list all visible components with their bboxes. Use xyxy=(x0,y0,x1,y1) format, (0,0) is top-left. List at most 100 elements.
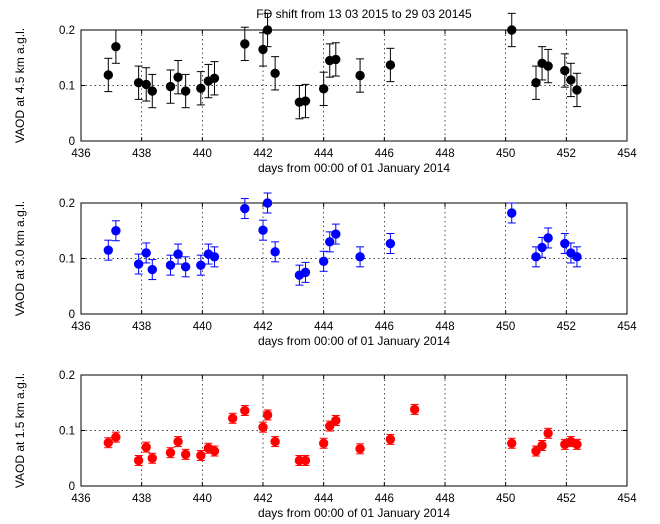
y-tick-label: 0.2 xyxy=(59,370,75,382)
x-tick-label: 450 xyxy=(496,321,515,333)
x-tick-label: 442 xyxy=(253,493,272,505)
x-tick-label: 446 xyxy=(375,148,394,160)
data-point xyxy=(331,54,341,65)
x-tick-label: 454 xyxy=(617,148,637,160)
data-point xyxy=(531,446,541,456)
data-point xyxy=(111,41,121,52)
data-point xyxy=(560,65,570,76)
x-tick-label: 450 xyxy=(496,148,515,160)
data-point xyxy=(133,455,144,466)
y-axis-label: VAOD at 1.5 km a.g.l. xyxy=(13,373,27,488)
data-point xyxy=(572,439,582,450)
data-point xyxy=(270,68,280,78)
y-tick-label: 0 xyxy=(69,136,75,148)
chart-title: FD shift from 13 03 2015 to 29 03 20145 xyxy=(256,7,472,21)
x-tick-label: 452 xyxy=(557,321,576,333)
data-point xyxy=(147,86,157,96)
data-point xyxy=(531,252,541,262)
data-point xyxy=(180,86,191,96)
x-tick-label: 440 xyxy=(193,493,212,505)
data-point xyxy=(141,248,151,258)
x-tick-label: 438 xyxy=(132,148,151,160)
x-tick-label: 452 xyxy=(557,148,576,160)
data-point xyxy=(507,208,517,218)
data-point xyxy=(196,260,206,270)
data-point xyxy=(325,237,335,247)
x-tick-label: 454 xyxy=(617,493,637,505)
x-axis-label: days from 00:00 of 01 January 2014 xyxy=(258,334,450,348)
data-point xyxy=(300,267,311,278)
data-point xyxy=(318,84,329,94)
x-tick-label: 436 xyxy=(71,148,90,160)
data-point xyxy=(560,238,570,249)
data-point xyxy=(262,410,273,420)
x-tick-label: 454 xyxy=(617,321,637,333)
x-tick-label: 442 xyxy=(253,148,272,160)
data-point xyxy=(103,70,114,80)
data-point xyxy=(103,438,114,448)
data-point xyxy=(543,61,553,71)
data-point xyxy=(409,404,420,415)
x-tick-label: 444 xyxy=(314,321,334,333)
y-tick-label: 0.1 xyxy=(59,426,75,438)
data-point xyxy=(209,446,220,456)
data-point xyxy=(543,428,553,438)
data-point xyxy=(355,444,365,454)
data-point xyxy=(270,436,280,447)
data-point xyxy=(165,260,176,270)
y-tick-label: 0 xyxy=(69,309,75,321)
data-point xyxy=(111,432,121,442)
x-tick-label: 444 xyxy=(314,148,334,160)
data-point xyxy=(543,233,553,243)
data-point xyxy=(240,39,250,49)
x-axis-label: days from 00:00 of 01 January 2014 xyxy=(258,161,450,175)
data-point xyxy=(111,226,121,236)
data-point xyxy=(507,25,517,35)
y-tick-label: 0.2 xyxy=(59,198,75,210)
data-point xyxy=(147,264,157,275)
data-point xyxy=(165,81,176,92)
data-point xyxy=(103,245,114,255)
data-point xyxy=(141,442,151,452)
data-point xyxy=(572,85,582,95)
data-point xyxy=(537,242,547,253)
x-tick-label: 438 xyxy=(132,321,151,333)
x-tick-label: 440 xyxy=(193,321,212,333)
x-tick-label: 446 xyxy=(375,321,394,333)
data-point xyxy=(133,259,144,269)
data-point xyxy=(385,238,396,249)
data-point xyxy=(209,73,220,83)
data-point xyxy=(258,422,268,432)
data-point xyxy=(180,262,191,272)
x-tick-label: 452 xyxy=(557,493,576,505)
y-tick-label: 0.1 xyxy=(59,254,75,266)
data-point xyxy=(331,415,341,426)
y-tick-label: 0.1 xyxy=(59,81,75,93)
x-tick-label: 436 xyxy=(71,321,90,333)
chart-panel-2: 436 438 440 442 444 446 448 450 452 454 0 0.1 0.2 day… xyxy=(13,192,637,348)
data-point xyxy=(173,249,183,259)
y-tick-label: 0.2 xyxy=(59,25,75,37)
x-tick-label: 448 xyxy=(435,493,454,505)
data-point xyxy=(531,78,541,88)
x-tick-label: 450 xyxy=(496,493,515,505)
data-point xyxy=(300,455,311,466)
data-point xyxy=(141,79,151,90)
data-point xyxy=(180,449,191,460)
y-axis-label: VAOD at 4.5 km a.g.l. xyxy=(13,28,27,143)
x-tick-label: 446 xyxy=(375,493,394,505)
data-point xyxy=(165,448,176,458)
data-point xyxy=(240,203,250,214)
data-point xyxy=(355,70,365,81)
data-point xyxy=(173,436,183,447)
y-axis-label: VAOD at 3.0 km a.g.l. xyxy=(13,201,27,316)
data-point xyxy=(262,198,273,208)
x-tick-label: 442 xyxy=(253,321,272,333)
data-point xyxy=(196,83,206,93)
x-tick-label: 448 xyxy=(435,321,454,333)
data-point xyxy=(173,72,183,82)
x-tick-label: 436 xyxy=(71,493,90,505)
data-point xyxy=(300,96,311,106)
x-tick-label: 444 xyxy=(314,493,334,505)
